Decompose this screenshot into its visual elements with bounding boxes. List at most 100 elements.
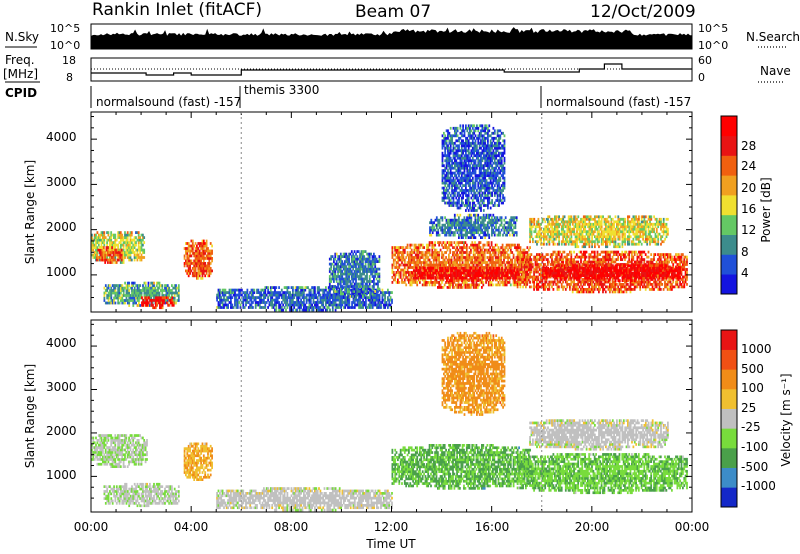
heatmap-cell-0 <box>124 241 126 244</box>
heatmap-cell-6 <box>338 275 341 278</box>
heatmap-cell-7 <box>395 261 398 264</box>
heatmap-cell-3 <box>161 301 164 305</box>
heatmap-cell-0 <box>119 241 122 244</box>
heatmap-cell-9 <box>453 221 456 225</box>
heatmap-cell-9 <box>485 228 488 232</box>
heatmap-cell-7 <box>392 261 395 264</box>
heatmap-cell-9 <box>459 223 462 227</box>
heatmap-cell-10 <box>559 258 562 261</box>
heatmap-cell-0 <box>135 241 137 244</box>
heatmap-cell-9 <box>463 233 466 237</box>
heatmap-cell-2 <box>157 281 159 285</box>
heatmap-cell-9 <box>491 226 493 230</box>
heatmap-cell-4 <box>208 252 211 255</box>
heatmap-cell-2 <box>153 286 155 290</box>
heatmap-cell-7 <box>419 256 421 259</box>
heatmap-cell-7 <box>496 258 498 262</box>
heatmap-cell-0 <box>93 253 96 257</box>
heatmap-cell-9 <box>481 231 484 234</box>
heatmap-cell-10 <box>563 255 566 259</box>
heatmap-cell-4 <box>183 257 186 260</box>
heatmap-cell-9 <box>460 228 463 232</box>
heatmap-cell-9 <box>513 226 515 230</box>
heatmap-cell-10 <box>553 258 556 261</box>
heatmap-cell-9 <box>508 223 511 227</box>
heatmap-cell-8 <box>510 274 513 277</box>
heatmap-cell-7 <box>521 256 523 259</box>
heatmap-cell-9 <box>453 226 456 230</box>
heatmap-cell-5 <box>256 291 258 294</box>
heatmap-cell-8 <box>507 276 510 280</box>
heatmap-cell-7 <box>468 258 471 262</box>
heatmap-cell-4 <box>187 244 190 248</box>
heatmap-cell-6 <box>337 290 339 293</box>
heatmap-cell-0 <box>121 243 124 247</box>
heatmap-cell-7 <box>504 278 507 282</box>
heatmap-cell-8 <box>458 274 461 277</box>
heatmap-cell-4 <box>202 242 205 245</box>
heatmap-cell-8 <box>441 276 444 280</box>
heatmap-cell-10 <box>549 283 552 286</box>
heatmap-cell-2 <box>147 294 150 297</box>
heatmap-cell-10 <box>567 283 570 286</box>
heatmap-cell-2 <box>117 299 120 302</box>
heatmap-cell-5 <box>220 306 223 309</box>
heatmap-cell-9 <box>477 226 480 230</box>
heatmap-cell-10 <box>570 250 573 254</box>
heatmap-cell-10 <box>592 285 595 289</box>
heatmap-cell-7 <box>509 246 512 249</box>
heatmap-cell-7 <box>420 263 423 267</box>
heatmap-cell-5 <box>367 306 370 309</box>
heatmap-cell-4 <box>198 262 201 265</box>
heatmap-cell-9 <box>507 221 510 225</box>
heatmap-cell-9 <box>513 216 515 220</box>
heatmap-cell-5 <box>242 298 245 302</box>
heatmap-cell-5 <box>308 301 311 304</box>
heatmap-cell-1 <box>101 258 104 262</box>
heatmap-cell-5 <box>367 296 370 299</box>
heatmap-cell-7 <box>515 263 518 267</box>
heatmap-cell-5 <box>323 298 326 302</box>
heatmap-cell-10 <box>516 268 519 271</box>
heatmap-cell-10 <box>580 258 582 261</box>
heatmap-cell-0 <box>100 243 103 247</box>
heatmap-cell-7 <box>514 243 516 247</box>
heatmap-cell-4 <box>204 249 207 253</box>
heatmap-cell-7 <box>514 263 516 267</box>
heatmap-cell-0 <box>137 236 140 239</box>
heatmap-cell-4 <box>204 267 207 270</box>
heatmap-cell-5 <box>271 303 274 307</box>
heatmap-cell-6 <box>357 275 360 278</box>
heatmap-cell-7 <box>468 256 471 259</box>
heatmap-cell-6 <box>362 282 364 286</box>
heatmap-cell-7 <box>417 266 420 269</box>
heatmap-cell-5 <box>344 303 347 307</box>
heatmap-cell-1 <box>111 246 113 249</box>
heatmap-cell-0 <box>129 246 132 249</box>
heatmap-cell-6 <box>346 275 349 278</box>
heatmap-cell-5 <box>225 296 228 299</box>
heatmap-cell-10 <box>537 275 540 279</box>
heatmap-cell-9 <box>451 218 453 222</box>
heatmap-cell-9 <box>478 218 481 222</box>
heatmap-cell-7 <box>472 261 475 264</box>
heatmap-cell-9 <box>491 231 493 234</box>
heatmap-cell-5 <box>308 293 311 297</box>
heatmap-cell-0 <box>137 246 140 249</box>
heatmap-cell-7 <box>465 243 468 247</box>
heatmap-cell-10 <box>525 260 527 264</box>
heatmap-cell-9 <box>493 226 496 230</box>
heatmap-cell-8 <box>463 271 466 275</box>
heatmap-cell-0 <box>93 256 96 259</box>
heatmap-cell-7 <box>446 261 449 264</box>
heatmap-cell-10 <box>530 260 533 264</box>
heatmap-cell-2 <box>131 284 133 287</box>
heatmap-cell-9 <box>445 218 448 222</box>
heatmap-cell-6 <box>349 265 352 268</box>
heatmap-cell-5 <box>389 291 392 294</box>
heatmap-cell-8 <box>496 269 499 272</box>
heatmap-cell-7 <box>494 263 497 267</box>
heatmap-cell-7 <box>523 258 526 262</box>
heatmap-cell-9 <box>504 221 507 225</box>
heatmap-cell-2 <box>138 301 140 305</box>
